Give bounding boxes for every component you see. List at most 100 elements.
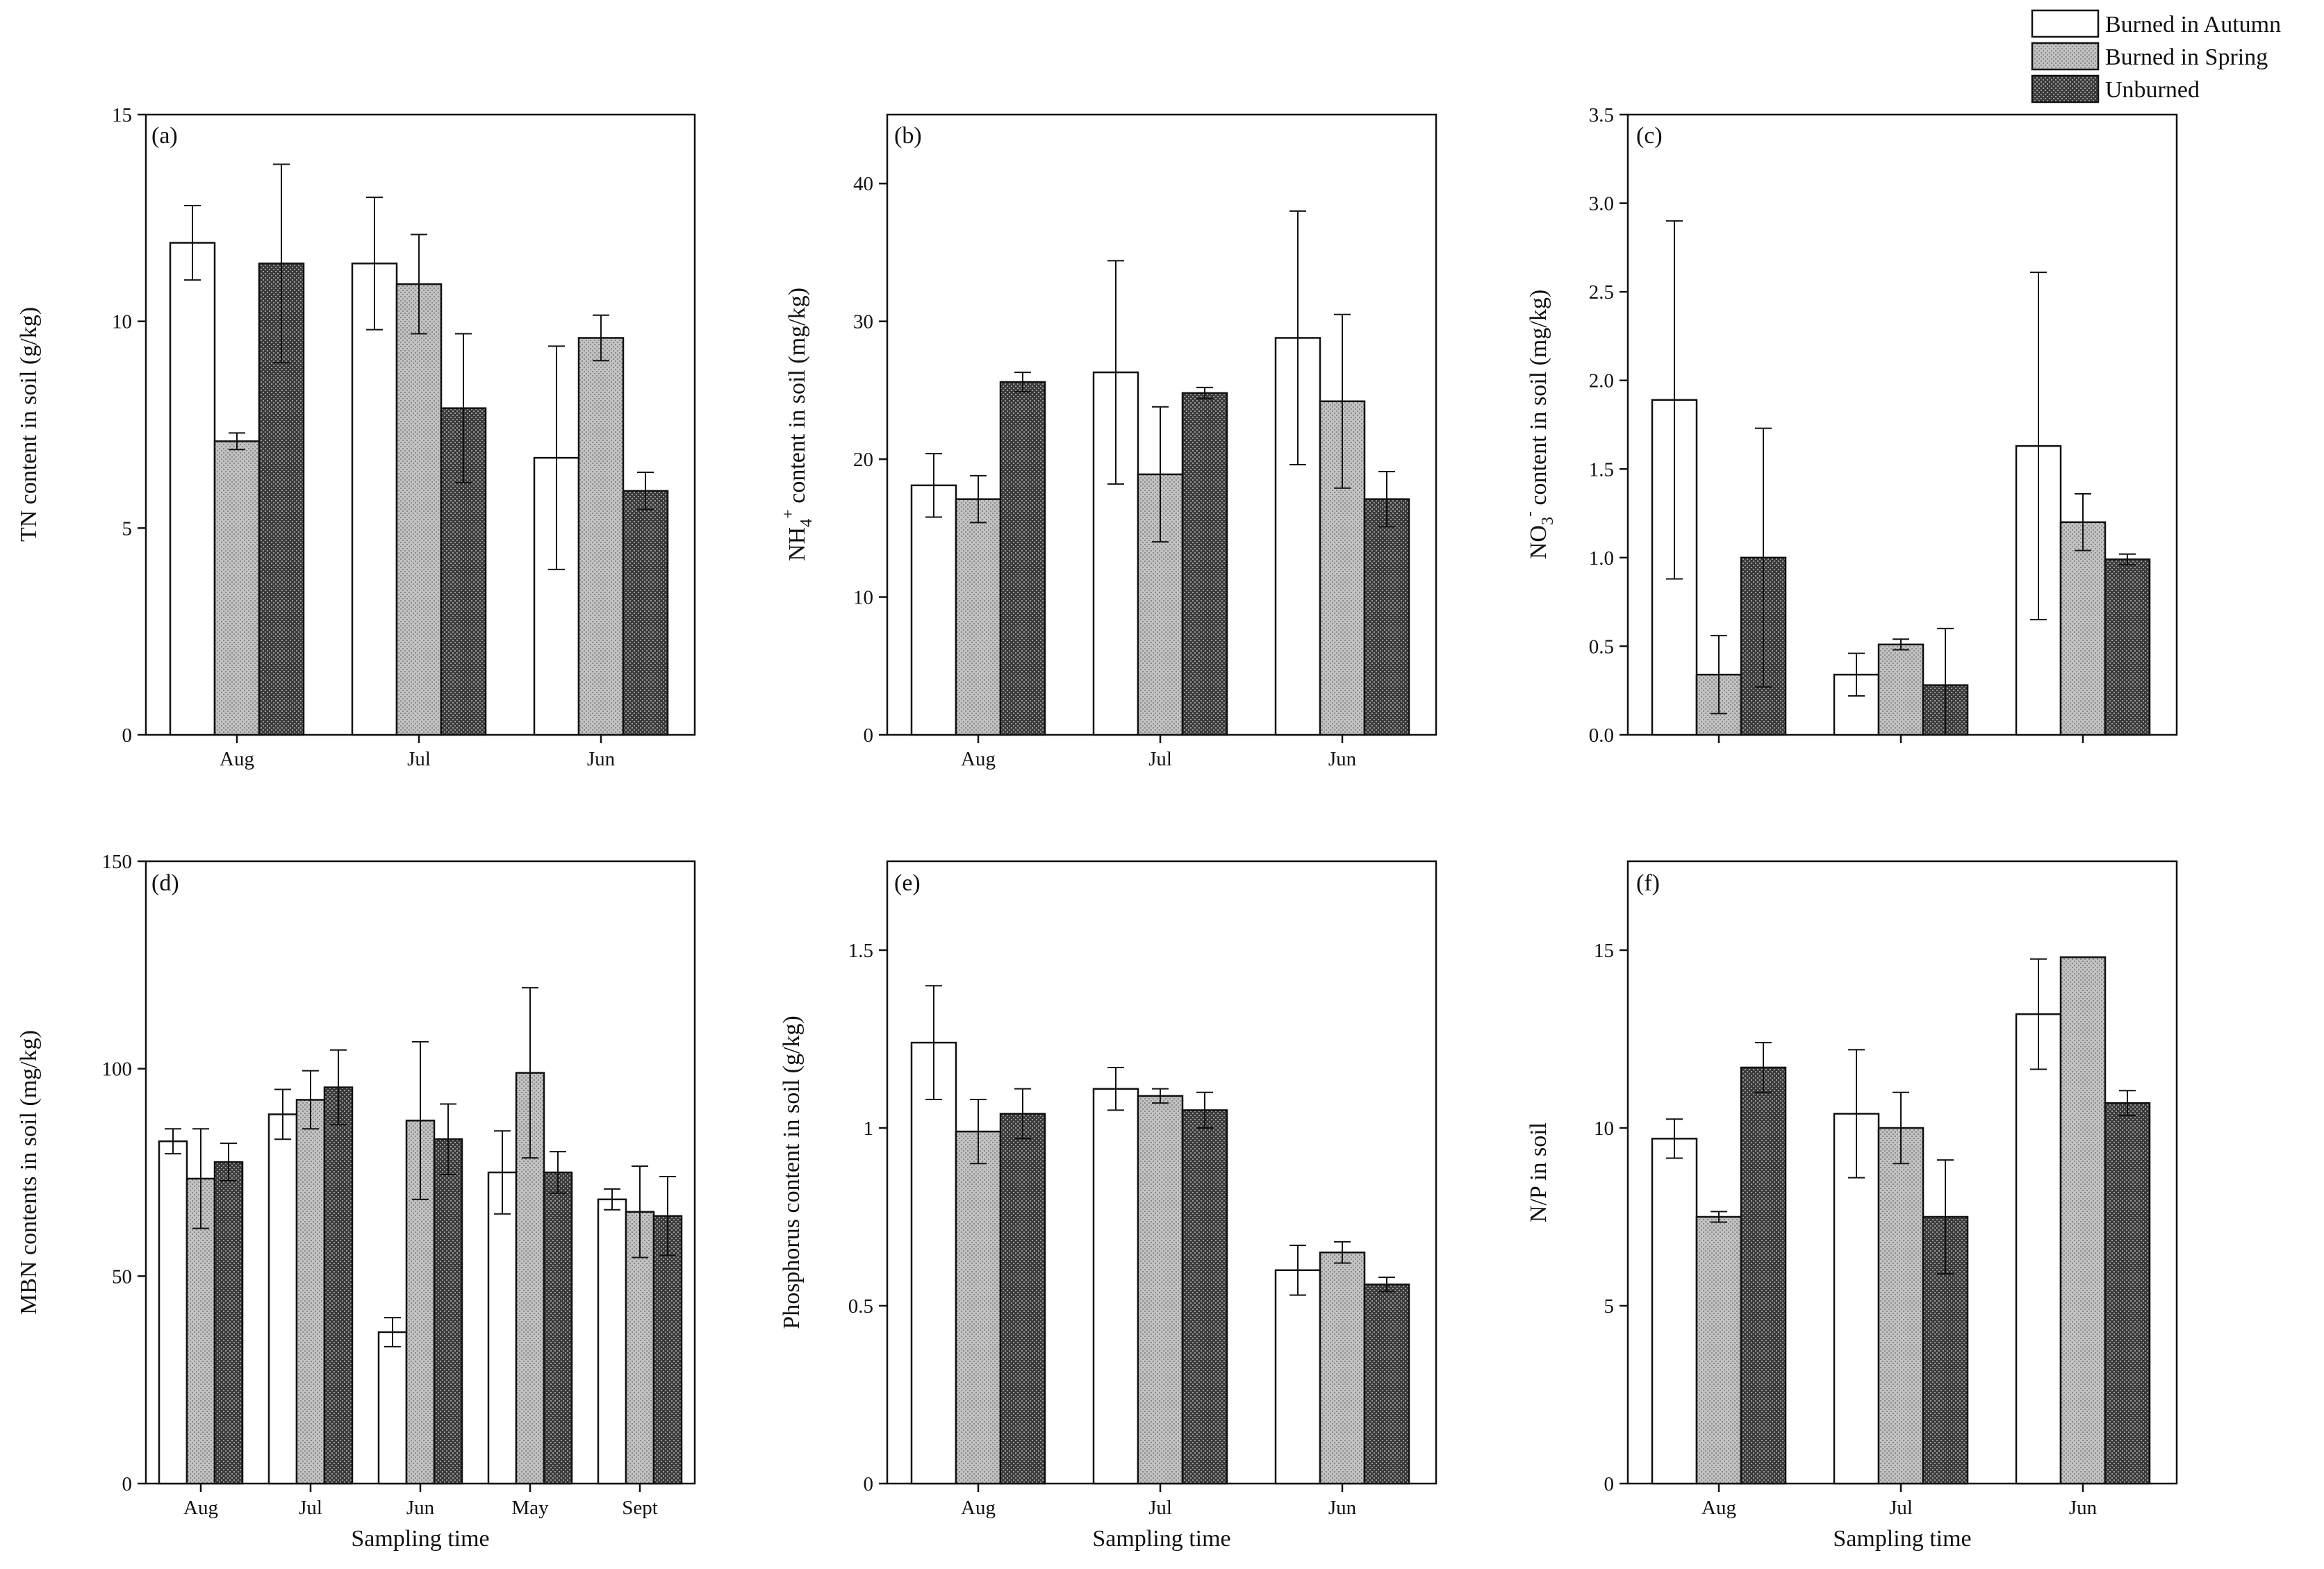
bar-burned-in-spring-group-3 (2059, 521, 2107, 736)
error-bar (522, 987, 538, 1159)
error-bar (1893, 1091, 1909, 1165)
error-bar (184, 204, 201, 281)
panel-label: (b) (894, 123, 922, 149)
bars-group: 0 50 100 150 Aug Jul Jun May Sept (102, 851, 683, 1519)
legend-label-burned-autumn: Burned in Autumn (2105, 12, 2281, 38)
error-bar (1666, 1118, 1683, 1159)
error-bar (302, 1070, 319, 1130)
bar-unburned-aug (999, 381, 1046, 736)
y-tick-label: 0 (122, 1473, 133, 1495)
error-bar (274, 1088, 291, 1140)
y-tick-label: 15 (112, 104, 132, 126)
bar-burned-in-autumn-aug (910, 1041, 957, 1485)
bar-burned-in-spring-jul (1877, 1127, 1925, 1485)
x-tick-label: Jul (407, 748, 431, 770)
error-bar (1711, 1211, 1727, 1223)
bar-burned-in-spring-aug (955, 1130, 1002, 1485)
legend-swatch-unburned (2031, 74, 2100, 103)
bar-unburned-jun (1363, 1284, 1410, 1485)
bar-burned-in-spring-aug (1695, 1215, 1742, 1485)
bars-group: 0 5 10 15 Aug Jul Jun (1594, 940, 2151, 1519)
y-tick-label: 10 (853, 587, 873, 609)
error-bar (1107, 1066, 1124, 1111)
error-bar (1289, 1244, 1306, 1296)
panel-label: (a) (151, 123, 178, 149)
error-bar (1755, 1042, 1772, 1093)
error-bar (455, 333, 472, 483)
bar-unburned-jun (622, 490, 669, 736)
bar-burned-in-autumn-jun (377, 1331, 408, 1485)
error-bar (1848, 1049, 1865, 1179)
bar-burned-in-spring-aug (213, 440, 261, 736)
x-tick-label: Aug (1701, 1497, 1736, 1519)
bar-burned-in-autumn-jul (1092, 1088, 1139, 1485)
x-axis-title: Sampling time (351, 1526, 489, 1552)
x-axis-title: Sampling time (1092, 1526, 1230, 1552)
y-tick-label: 0 (122, 724, 133, 747)
x-axis-title: Sampling time (1833, 1526, 1971, 1552)
bar-unburned-sept (652, 1215, 683, 1485)
bar-burned-in-autumn-jun (1274, 337, 1321, 736)
y-tick-label: 1.5 (1589, 458, 1614, 481)
error-bar (1937, 627, 1954, 736)
y-tick-label: 0 (864, 1473, 874, 1495)
bar-burned-in-autumn-aug (158, 1140, 188, 1485)
x-tick-label: May (511, 1497, 549, 1519)
bar-burned-in-autumn-jul (267, 1113, 298, 1485)
y-tick-label: 0.0 (1589, 724, 1614, 747)
panel-e-phosphorus-chart: (e) Phosphorus content in soil (g/kg) Sa… (779, 860, 1437, 1552)
bar-unburned-aug (999, 1113, 1046, 1485)
error-bar (220, 1143, 237, 1181)
error-bar (1289, 210, 1306, 466)
bar-unburned-jul (323, 1086, 354, 1485)
bars-group: 0 5 10 15 Aug Jul Jun (112, 104, 669, 770)
error-bar (384, 1317, 401, 1347)
bar-burned-in-spring-jun (577, 337, 625, 736)
error-bar (637, 471, 654, 510)
y-axis-title: NO3- content in soil (mg/kg) (1521, 290, 1557, 559)
bar-burned-in-spring-group-2 (1877, 643, 1925, 736)
bars-group: 0.0 0.5 1.0 1.5 2.0 2.5 3.0 3.5 (1589, 104, 2151, 747)
bar-burned-in-autumn-aug (910, 484, 957, 736)
x-tick-label: Aug (961, 1497, 996, 1519)
y-tick-label: 0.5 (1589, 636, 1614, 658)
y-tick-label: 5 (1604, 1295, 1615, 1318)
legend-item-burned-autumn: Burned in Autumn (2031, 9, 2281, 38)
y-tick-label: 30 (853, 311, 873, 333)
error-bar (1848, 652, 1865, 697)
error-bar (604, 1188, 620, 1211)
error-bar (1711, 635, 1727, 715)
y-tick-label: 150 (102, 851, 133, 873)
bar-unburned-jun (2104, 1102, 2151, 1485)
x-tick-label: Jun (406, 1497, 435, 1519)
legend-swatch-burned-spring (2031, 42, 2100, 71)
error-bar (548, 345, 565, 570)
error-bar (440, 1103, 456, 1175)
error-bar (229, 432, 245, 451)
y-axis-title: NH4+ content in soil (mg/kg) (780, 288, 816, 561)
bar-burned-in-spring-jun (1319, 1251, 1366, 1485)
bar-burned-in-spring-jul (295, 1099, 326, 1485)
error-bar (1107, 260, 1124, 485)
panel-label: (c) (1636, 123, 1663, 149)
bar-burned-in-spring-jun (2059, 956, 2107, 1485)
error-bar (165, 1128, 181, 1155)
bar-unburned-aug (1740, 1066, 1787, 1485)
error-bar (2030, 958, 2047, 1070)
error-bar (1014, 1088, 1031, 1140)
bar-unburned-aug (213, 1161, 244, 1485)
y-tick-label: 2.5 (1589, 281, 1614, 304)
bar-burned-in-autumn-aug (1651, 1138, 1698, 1485)
panel-label: (f) (1636, 870, 1660, 896)
error-bar (593, 314, 609, 362)
y-tick-label: 0 (864, 724, 874, 747)
bar-burned-in-autumn-jun (2015, 1013, 2062, 1485)
bar-unburned-jun (1363, 498, 1410, 736)
x-tick-label: Jun (2069, 1497, 2098, 1519)
y-tick-label: 0.5 (848, 1295, 873, 1318)
y-tick-label: 1.0 (1589, 547, 1614, 570)
panel-label: (d) (151, 870, 179, 896)
y-tick-label: 0 (1604, 1473, 1615, 1495)
x-tick-label: Sept (622, 1497, 658, 1519)
